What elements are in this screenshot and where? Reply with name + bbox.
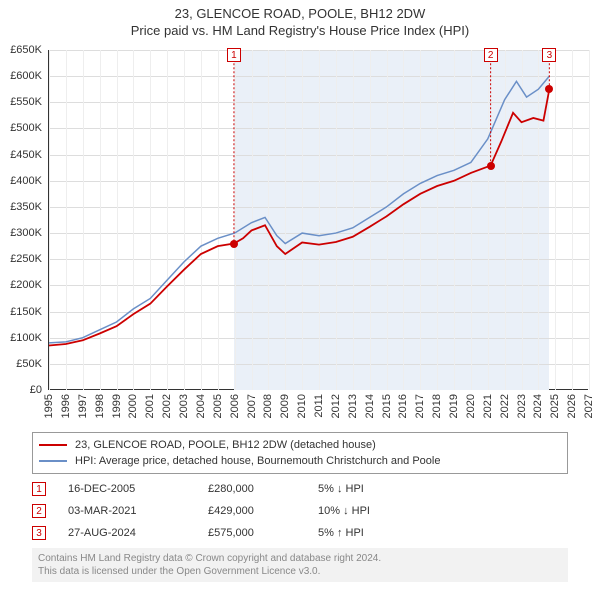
x-axis-label: 2020 — [465, 394, 477, 418]
x-axis-label: 2003 — [178, 394, 190, 418]
table-date: 03-MAR-2021 — [68, 505, 208, 517]
x-axis-label: 2024 — [532, 394, 544, 418]
y-axis-label: £250K — [10, 253, 42, 265]
x-axis-label: 2023 — [516, 394, 528, 418]
x-axis-label: 2027 — [583, 394, 595, 418]
x-axis-label: 2011 — [313, 394, 325, 418]
series-price_paid — [49, 89, 549, 345]
marker-box-1: 1 — [227, 48, 241, 62]
x-axis-label: 2008 — [262, 394, 274, 418]
marker-dot-3 — [545, 85, 553, 93]
y-axis-label: £0 — [30, 384, 42, 396]
marker-dot-2 — [487, 162, 495, 170]
x-axis-label: 2014 — [364, 394, 376, 418]
x-axis-label: 2019 — [448, 394, 460, 418]
y-axis-label: £150K — [10, 306, 42, 318]
legend-box: 23, GLENCOE ROAD, POOLE, BH12 2DW (detac… — [32, 432, 568, 474]
y-axis-label: £50K — [16, 358, 42, 370]
x-axis-label: 2013 — [347, 394, 359, 418]
legend-item: HPI: Average price, detached house, Bour… — [39, 453, 561, 469]
y-axis-label: £350K — [10, 201, 42, 213]
chart-container: 23, GLENCOE ROAD, POOLE, BH12 2DW Price … — [0, 0, 600, 590]
x-axis-label: 2022 — [499, 394, 511, 418]
footer-line2: This data is licensed under the Open Gov… — [38, 565, 562, 578]
table-price: £429,000 — [208, 505, 318, 517]
x-axis-label: 2007 — [246, 394, 258, 418]
table-marker-ref: 3 — [32, 526, 46, 540]
x-axis-label: 2009 — [279, 394, 291, 418]
y-axis-label: £100K — [10, 332, 42, 344]
x-axis-label: 2015 — [381, 394, 393, 418]
table-marker-ref: 2 — [32, 504, 46, 518]
x-axis-label: 2018 — [431, 394, 443, 418]
x-axis-label: 1998 — [94, 394, 106, 418]
table-diff: 10% ↓ HPI — [318, 505, 438, 517]
x-axis-label: 1997 — [77, 394, 89, 418]
x-axis-label: 2002 — [161, 394, 173, 418]
x-axis-label: 1996 — [60, 394, 72, 418]
table-diff: 5% ↓ HPI — [318, 483, 438, 495]
footer-attribution: Contains HM Land Registry data © Crown c… — [32, 548, 568, 582]
legend-swatch — [39, 444, 67, 446]
x-axis-label: 2004 — [195, 394, 207, 418]
table-price: £280,000 — [208, 483, 318, 495]
series-hpi — [49, 76, 549, 343]
table-date: 27-AUG-2024 — [68, 527, 208, 539]
legend-label: 23, GLENCOE ROAD, POOLE, BH12 2DW (detac… — [75, 439, 376, 451]
table-row: 1 16-DEC-2005£280,0005% ↓ HPI — [32, 478, 568, 500]
footer-line1: Contains HM Land Registry data © Crown c… — [38, 552, 562, 565]
marker-box-2: 2 — [484, 48, 498, 62]
y-axis-label: £200K — [10, 279, 42, 291]
y-axis-label: £650K — [10, 44, 42, 56]
y-axis-label: £600K — [10, 70, 42, 82]
x-axis-label: 2012 — [330, 394, 342, 418]
gridline-v — [589, 50, 590, 390]
x-axis-label: 2005 — [212, 394, 224, 418]
chart-titles: 23, GLENCOE ROAD, POOLE, BH12 2DW Price … — [0, 0, 600, 38]
x-axis-label: 2001 — [144, 394, 156, 418]
legend-swatch — [39, 460, 67, 462]
y-axis-label: £300K — [10, 227, 42, 239]
table-marker-ref: 1 — [32, 482, 46, 496]
table-date: 16-DEC-2005 — [68, 483, 208, 495]
x-axis-label: 2021 — [482, 394, 494, 418]
marker-dot-1 — [230, 240, 238, 248]
line-series-svg — [49, 50, 589, 390]
x-axis-label: 1995 — [43, 394, 55, 418]
table-row: 3 27-AUG-2024£575,0005% ↑ HPI — [32, 522, 568, 544]
table-row: 2 03-MAR-2021£429,00010% ↓ HPI — [32, 500, 568, 522]
title-subtitle: Price paid vs. HM Land Registry's House … — [0, 23, 600, 38]
x-axis-label: 2000 — [127, 394, 139, 418]
plot-area: £0£50K£100K£150K£200K£250K£300K£350K£400… — [48, 50, 588, 390]
y-axis-label: £450K — [10, 149, 42, 161]
x-axis-label: 2025 — [549, 394, 561, 418]
table-price: £575,000 — [208, 527, 318, 539]
chart-area: £0£50K£100K£150K£200K£250K£300K£350K£400… — [48, 50, 588, 390]
x-axis-label: 2010 — [296, 394, 308, 418]
x-axis-label: 2006 — [229, 394, 241, 418]
table-diff: 5% ↑ HPI — [318, 527, 438, 539]
x-axis-label: 2017 — [414, 394, 426, 418]
legend-item: 23, GLENCOE ROAD, POOLE, BH12 2DW (detac… — [39, 437, 561, 453]
x-axis-label: 1999 — [111, 394, 123, 418]
x-axis-label: 2016 — [397, 394, 409, 418]
y-axis-label: £400K — [10, 175, 42, 187]
y-axis-label: £500K — [10, 122, 42, 134]
legend-label: HPI: Average price, detached house, Bour… — [75, 455, 440, 467]
title-address: 23, GLENCOE ROAD, POOLE, BH12 2DW — [0, 6, 600, 21]
marker-box-3: 3 — [542, 48, 556, 62]
y-axis-label: £550K — [10, 96, 42, 108]
x-axis-label: 2026 — [566, 394, 578, 418]
transaction-table: 1 16-DEC-2005£280,0005% ↓ HPI 2 03-MAR-2021… — [32, 478, 568, 544]
